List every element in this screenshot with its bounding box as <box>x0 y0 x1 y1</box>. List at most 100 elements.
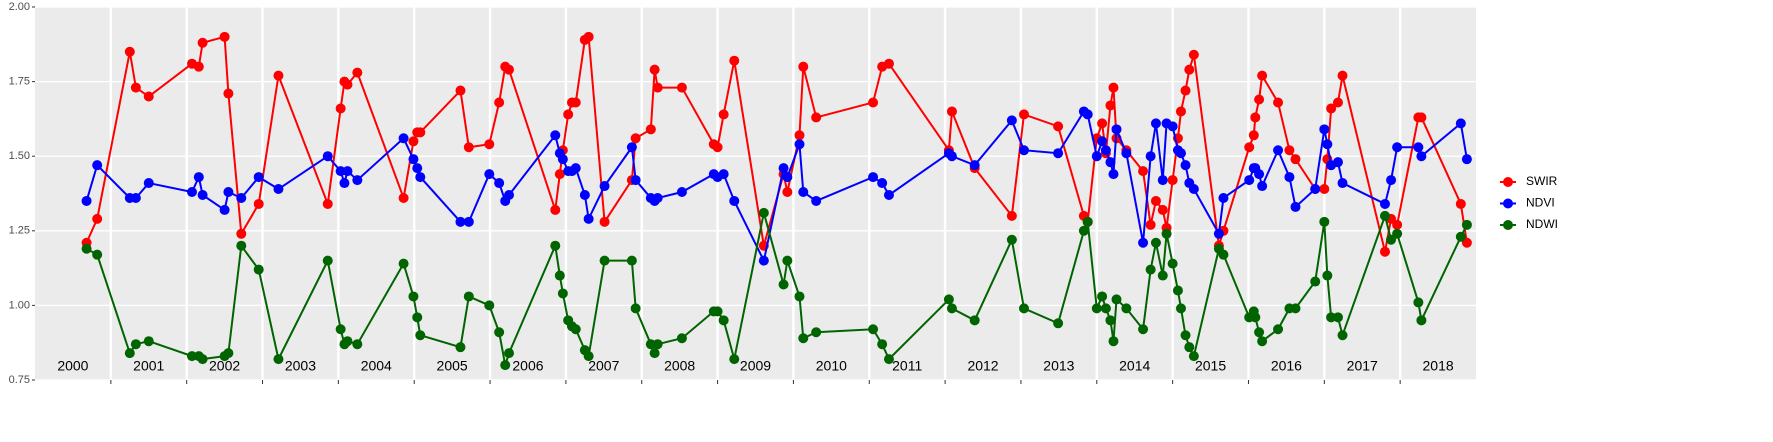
data-point <box>504 348 515 359</box>
data-point <box>1150 195 1161 206</box>
data-point <box>494 97 505 108</box>
year-label: 2006 <box>512 358 543 374</box>
data-point <box>1105 157 1116 168</box>
data-point <box>778 163 789 174</box>
y-tick-label: 1.00 <box>9 299 30 311</box>
year-label: 2012 <box>967 358 998 374</box>
data-point <box>1461 219 1472 230</box>
data-point <box>1284 145 1295 156</box>
data-point <box>583 31 594 42</box>
year-label: 2011 <box>892 358 922 374</box>
data-point <box>1111 294 1122 305</box>
data-point <box>583 351 594 362</box>
data-point <box>130 192 141 203</box>
data-point <box>124 348 135 359</box>
data-point <box>1257 70 1268 81</box>
data-point <box>1290 154 1301 165</box>
data-point <box>1108 82 1119 93</box>
data-point <box>1310 276 1321 287</box>
data-point <box>1332 157 1343 168</box>
data-point <box>415 172 426 183</box>
data-point <box>1337 178 1348 189</box>
data-point <box>626 142 637 153</box>
data-point <box>877 339 888 350</box>
data-point <box>273 354 284 365</box>
data-point <box>197 37 208 48</box>
year-label: 2004 <box>361 358 392 374</box>
data-point <box>645 124 656 135</box>
data-point <box>342 79 353 90</box>
data-point <box>1175 148 1186 159</box>
data-point <box>599 255 610 266</box>
data-point <box>1006 234 1017 245</box>
data-point <box>718 169 729 180</box>
data-point <box>1121 303 1132 314</box>
data-point <box>811 112 822 123</box>
data-point <box>130 339 141 350</box>
data-point <box>92 249 103 260</box>
data-point <box>1138 166 1149 177</box>
data-point <box>504 64 515 75</box>
data-point <box>1188 351 1199 362</box>
data-point <box>219 204 230 215</box>
year-label: 2003 <box>285 358 316 374</box>
data-point <box>630 303 641 314</box>
data-point <box>1053 318 1064 329</box>
data-point <box>649 64 660 75</box>
data-point <box>1290 201 1301 212</box>
data-point <box>946 303 957 314</box>
data-point <box>652 82 663 93</box>
data-point <box>197 354 208 365</box>
data-point <box>1167 121 1178 132</box>
data-point <box>1175 303 1186 314</box>
data-point <box>1319 216 1330 227</box>
data-point <box>398 258 409 269</box>
data-point <box>342 336 353 347</box>
data-point <box>455 216 466 227</box>
data-point <box>236 192 247 203</box>
data-point <box>969 315 980 326</box>
data-point <box>1105 315 1116 326</box>
data-point <box>1180 160 1191 171</box>
data-point <box>143 336 154 347</box>
data-point <box>1082 109 1093 120</box>
data-point <box>1188 184 1199 195</box>
data-point <box>1284 172 1295 183</box>
data-point <box>494 178 505 189</box>
data-point <box>236 228 247 239</box>
data-point <box>1416 151 1427 162</box>
data-point <box>124 46 135 57</box>
data-point <box>1078 225 1089 236</box>
data-point <box>1379 246 1390 257</box>
data-point <box>223 88 234 99</box>
data-point <box>1250 312 1261 323</box>
year-label: 2005 <box>437 358 468 374</box>
data-point <box>1337 330 1348 341</box>
data-point <box>811 195 822 206</box>
data-point <box>130 82 141 93</box>
year-label: 2002 <box>209 358 240 374</box>
data-point <box>868 97 879 108</box>
data-point <box>1455 231 1466 242</box>
data-point <box>273 70 284 81</box>
data-point <box>1184 64 1195 75</box>
data-point <box>782 255 793 266</box>
data-point <box>1082 216 1093 227</box>
data-point <box>1091 151 1102 162</box>
data-point <box>729 195 740 206</box>
data-point <box>143 91 154 102</box>
data-point <box>718 109 729 120</box>
data-point <box>412 312 423 323</box>
data-point <box>794 130 805 141</box>
data-point <box>1455 118 1466 129</box>
data-point <box>223 348 234 359</box>
data-point <box>758 207 769 218</box>
data-point <box>1180 85 1191 96</box>
data-point <box>322 255 333 266</box>
data-point <box>557 288 568 299</box>
data-point <box>81 195 92 206</box>
data-point <box>1006 210 1017 221</box>
data-point <box>1157 270 1168 281</box>
data-point <box>412 163 423 174</box>
data-point <box>652 192 663 203</box>
